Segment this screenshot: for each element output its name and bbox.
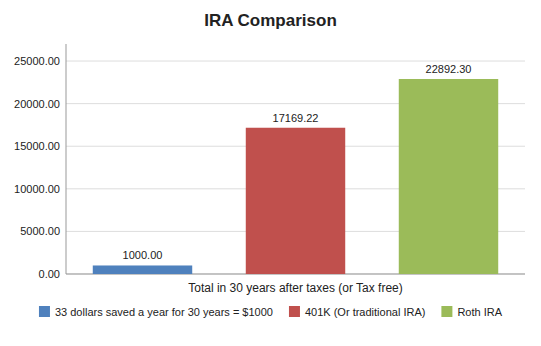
x-axis-label: Total in 30 years after taxes (or Tax fr… xyxy=(188,281,403,295)
y-tick-label: 0.00 xyxy=(39,268,60,280)
y-tick-label: 15000.00 xyxy=(14,140,60,152)
legend-swatch xyxy=(39,306,50,317)
grid-line xyxy=(66,61,525,62)
y-axis-line xyxy=(66,44,67,274)
legend-swatch xyxy=(441,306,452,317)
legend: 33 dollars saved a year for 30 years = $… xyxy=(39,306,503,318)
chart-svg: IRA Comparison 0.00 5000.00 10000.00 15000.0… xyxy=(0,0,541,346)
bar xyxy=(399,79,498,274)
y-tick-label: 25000.00 xyxy=(14,55,60,67)
background xyxy=(0,0,541,346)
data-label: 1000.00 xyxy=(123,249,163,261)
bars xyxy=(93,79,498,274)
y-tick-label: 10000.00 xyxy=(14,183,60,195)
data-label: 17169.22 xyxy=(273,112,319,124)
legend-swatch xyxy=(289,306,300,317)
legend-label: 401K (Or traditional IRA) xyxy=(305,306,425,318)
title: IRA Comparison xyxy=(204,11,337,30)
legend-item: 401K (Or traditional IRA) xyxy=(289,306,425,318)
data-label: 22892.30 xyxy=(426,63,472,75)
legend-item: 33 dollars saved a year for 30 years = $… xyxy=(39,306,273,318)
data-labels: 1000.00 17169.22 22892.30 xyxy=(123,63,472,261)
legend-label: Roth IRA xyxy=(457,306,502,318)
chart-container: IRA Comparison 0.00 5000.00 10000.00 15000.0… xyxy=(0,0,541,346)
y-tick-label: 5000.00 xyxy=(20,225,60,237)
bar xyxy=(93,265,192,274)
y-axis: 0.00 5000.00 10000.00 15000.00 20000.00 25000… xyxy=(14,44,525,280)
legend-item: Roth IRA xyxy=(441,306,502,318)
legend-label: 33 dollars saved a year for 30 years = $… xyxy=(55,306,273,318)
bar xyxy=(246,128,345,274)
y-tick-label: 20000.00 xyxy=(14,98,60,110)
